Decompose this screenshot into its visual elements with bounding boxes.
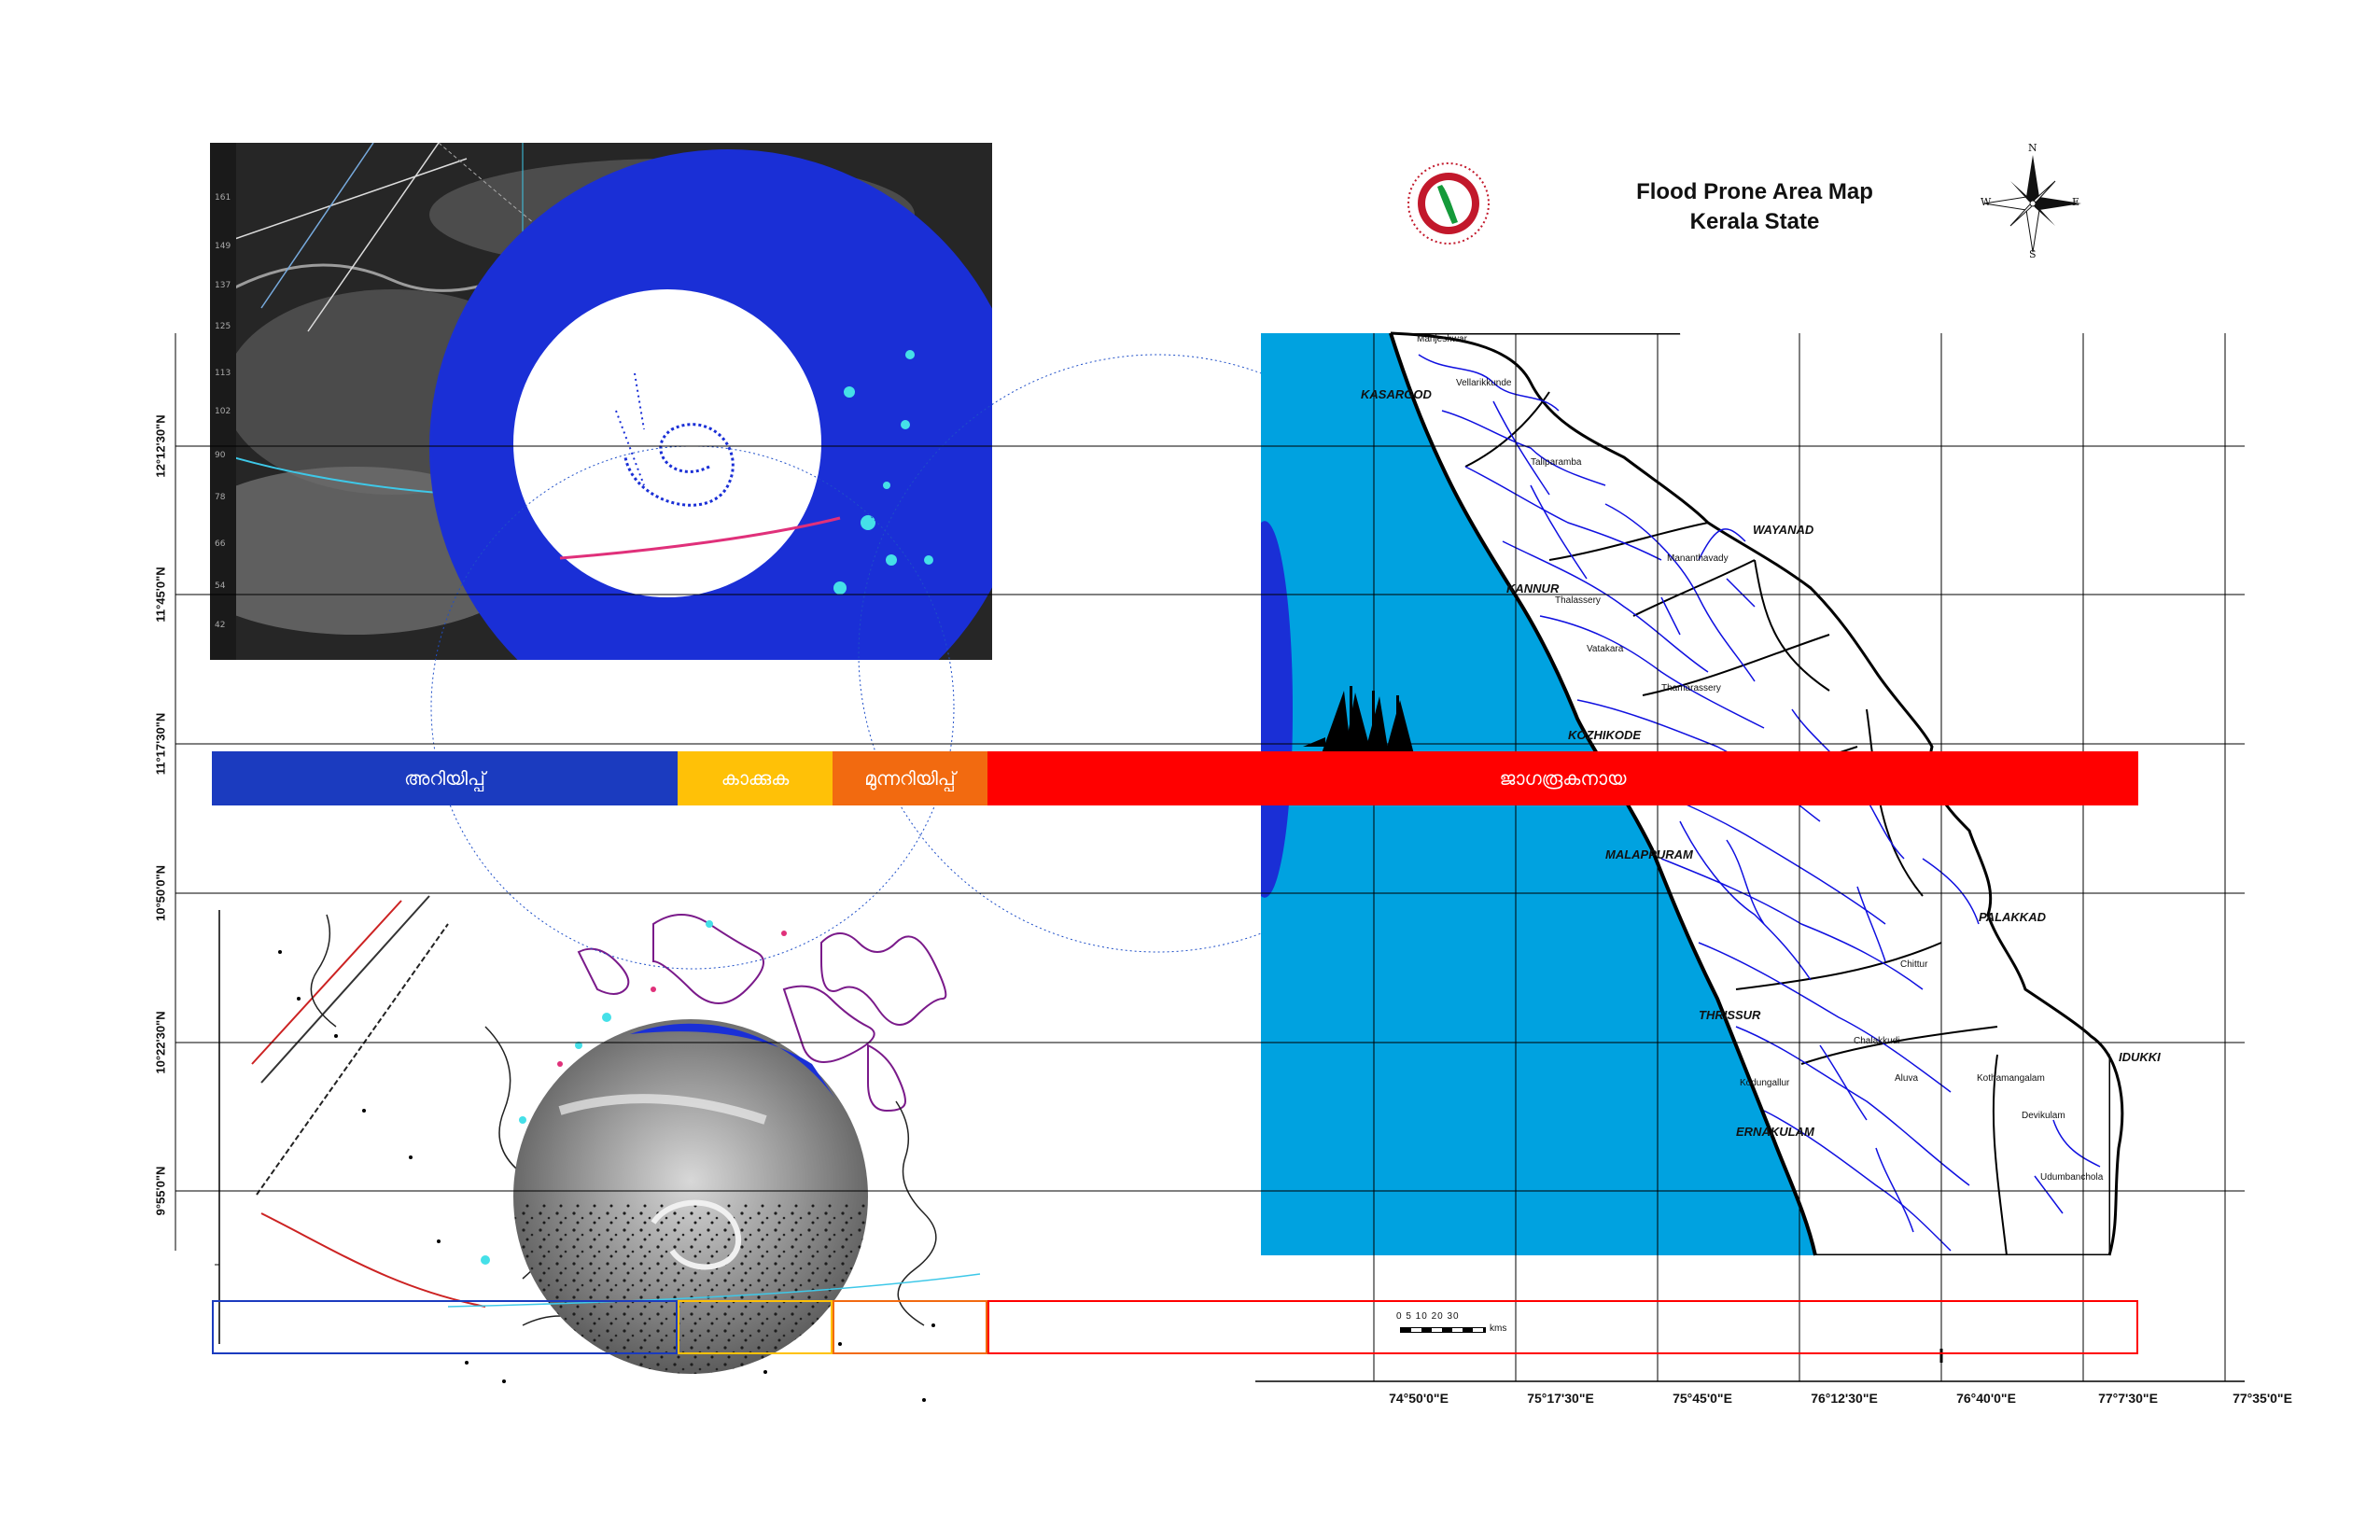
svg-text:78: 78 [215, 493, 226, 502]
svg-text:54: 54 [215, 581, 226, 591]
compass-east: E [2072, 196, 2080, 208]
compass-west: W [1981, 196, 1992, 208]
lon-label: 77°35'0"E [2233, 1391, 2292, 1406]
warning-level-warning: മുന്നറിയിപ്പ് [833, 751, 987, 805]
warning-outline-warning [833, 1300, 987, 1354]
svg-text:161: 161 [215, 193, 231, 203]
town-label: Taliparamba [1531, 457, 1582, 468]
compass-north: N [2028, 142, 2037, 154]
svg-text:90: 90 [215, 451, 226, 460]
range-ring-left [430, 445, 955, 970]
track-line [447, 1273, 981, 1308]
town-label: Udumbanchola [2040, 1172, 2104, 1183]
town-label: Devikulam [2022, 1111, 2065, 1121]
district-label: MALAPPURAM [1605, 847, 1693, 861]
lon-label: 76°40'0"E [1956, 1391, 2016, 1406]
district-label: PALAKKAD [1979, 910, 2046, 924]
svg-text:102: 102 [215, 407, 231, 416]
warning-outline-advisory [212, 1300, 678, 1354]
district-label: KOZHIKODE [1568, 728, 1641, 742]
svg-text:149: 149 [215, 242, 231, 251]
town-label: Vellarikkunde [1456, 378, 1512, 388]
town-label: Manjeshwar [1417, 334, 1467, 344]
warning-level-alert: ജാഗരൂകനായ [987, 751, 2138, 805]
scale-unit: kms [1490, 1323, 1507, 1334]
warning-level-advisory: അറിയിപ്പ് [212, 751, 678, 805]
kerala-logo [1407, 162, 1490, 245]
satellite-image-top: 161 149 137 125 113 102 90 78 66 54 42 [210, 143, 992, 660]
town-label: Aluva [1895, 1073, 1919, 1084]
warning-outline-watch [678, 1300, 833, 1354]
compass-south: S [2029, 248, 2037, 260]
scale-numbers: 0 5 10 20 30 [1396, 1311, 1460, 1322]
map-title: Flood Prone Area Map Kerala State [1549, 177, 1960, 237]
district-label: KASARGOD [1361, 387, 1432, 401]
svg-text:42: 42 [215, 621, 225, 630]
district-label: WAYANAD [1753, 523, 1814, 537]
lon-label: 74°50'0"E [1389, 1391, 1449, 1406]
svg-text:137: 137 [215, 281, 231, 290]
lon-label: 75°45'0"E [1673, 1391, 1732, 1406]
warning-level-warning-label: മുന്നറിയിപ്പ് [864, 767, 956, 790]
contour-map-bottom [215, 895, 952, 1414]
town-label: Kothamangalam [1977, 1073, 2045, 1084]
warning-level-watch: കാക്കുക [678, 751, 833, 805]
warning-level-watch-label: കാക്കുക [721, 767, 790, 790]
lon-label: 77°7'30"E [2098, 1391, 2158, 1406]
warning-outline-alert [987, 1300, 2138, 1354]
town-label: Mananthavady [1667, 553, 1729, 564]
town-label: Kodungallur [1740, 1078, 1790, 1088]
svg-text:125: 125 [215, 322, 231, 331]
map-title-line-2: Kerala State [1689, 209, 1820, 234]
scale-bar [1400, 1327, 1486, 1333]
warning-level-advisory-label: അറിയിപ്പ് [404, 767, 485, 790]
warning-level-alert-label: ജാഗരൂകനായ [1499, 767, 1627, 790]
district-label: KANNUR [1506, 581, 1560, 595]
compass-rose-icon [1983, 155, 2081, 253]
graticule [175, 333, 2245, 1382]
svg-text:66: 66 [215, 539, 226, 549]
lon-label: 76°12'30"E [1811, 1391, 1878, 1406]
town-label: Thamarassery [1661, 683, 1721, 693]
district-label: ERNAKULAM [1736, 1125, 1814, 1139]
svg-text:113: 113 [215, 369, 231, 378]
town-label: Thalassery [1555, 595, 1601, 606]
town-label: Chalakkudi [1854, 1036, 1900, 1046]
district-label: THRISSUR [1699, 1008, 1761, 1022]
map-title-line-1: Flood Prone Area Map [1636, 179, 1873, 204]
district-label: IDUKKI [2119, 1050, 2161, 1064]
town-label: Chittur [1900, 959, 1928, 970]
town-label: Vatakara [1587, 644, 1624, 654]
river-network [1418, 354, 2101, 1252]
lon-label: 75°17'30"E [1527, 1391, 1594, 1406]
